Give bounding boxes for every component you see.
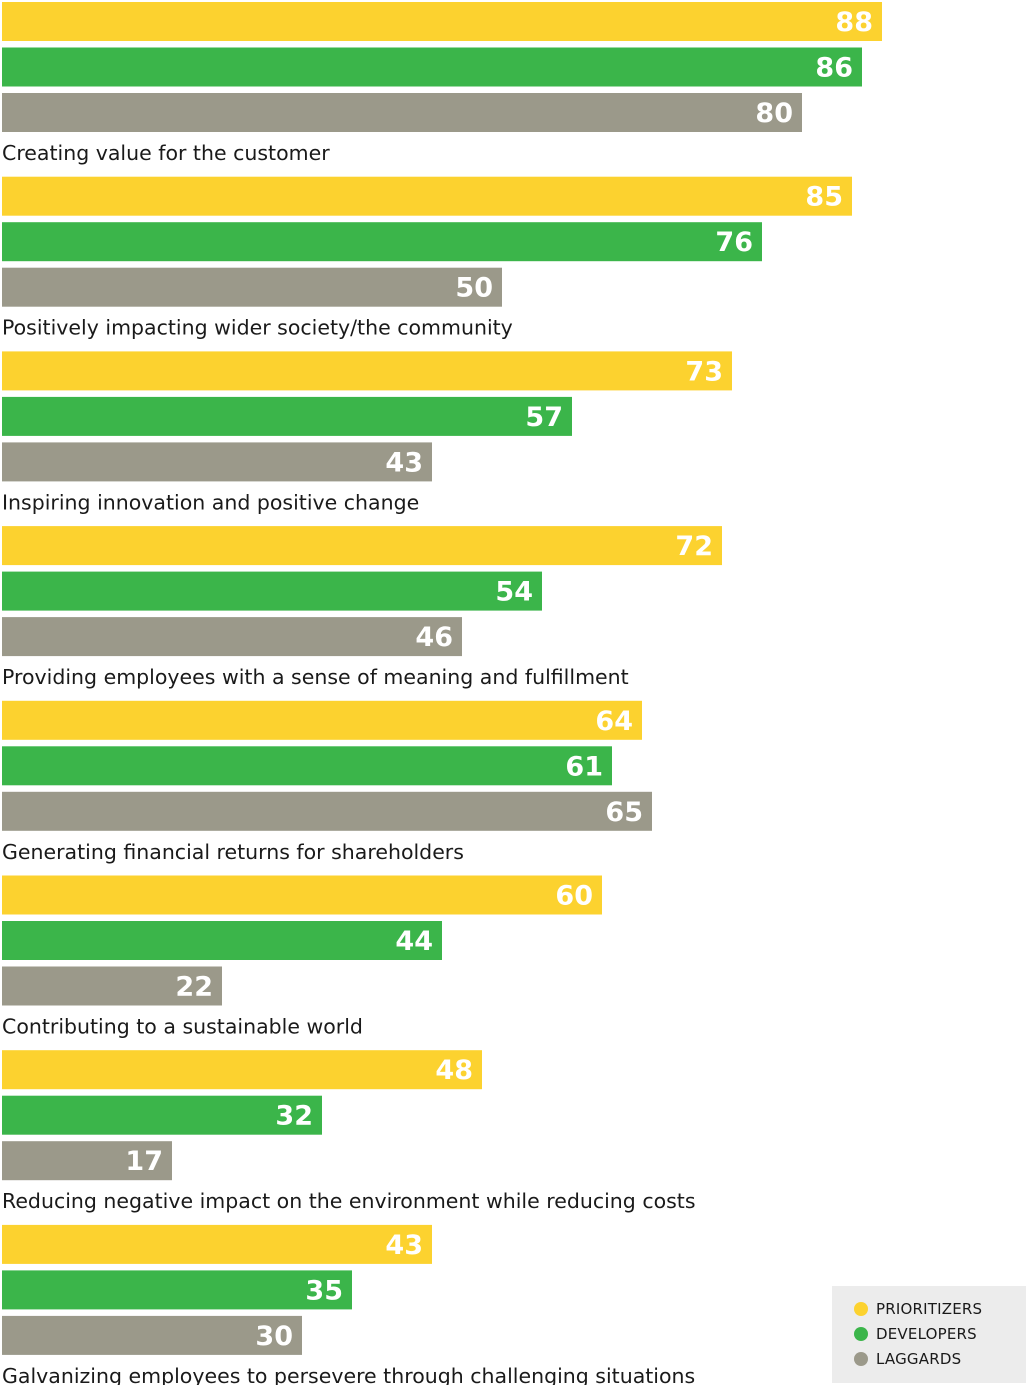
bar-value-laggards-2: 50 xyxy=(455,273,493,304)
legend-item-prioritizers: PRIORITIZERS xyxy=(854,1296,1026,1321)
bar-value-prioritizers-6: 60 xyxy=(555,881,593,912)
category-label-4: Providing employees with a sense of mean… xyxy=(2,665,629,689)
bar-value-developers-5: 61 xyxy=(565,751,603,782)
bar-value-laggards-8: 30 xyxy=(255,1321,293,1352)
bar-developers-4 xyxy=(2,571,542,611)
bar-prioritizers-6 xyxy=(2,875,602,915)
bar-group-positively-impacting-wider-society-the-community: 85 76 50 Positively impacting wider society… xyxy=(2,176,852,340)
bar-laggards-4 xyxy=(2,617,462,657)
bar-value-developers-7: 32 xyxy=(275,1101,313,1132)
legend-swatch-laggards xyxy=(854,1351,868,1366)
category-label-3: Inspiring innovation and positive change xyxy=(2,490,419,514)
bar-laggards-3 xyxy=(2,442,432,482)
bar-prioritizers-3 xyxy=(2,351,732,391)
bar-value-prioritizers-2: 85 xyxy=(805,182,843,213)
category-label-2: Positively impacting wider society/the c… xyxy=(2,316,513,340)
legend-label-laggards: LAGGARDS xyxy=(876,1349,962,1368)
legend-item-laggards: LAGGARDS xyxy=(854,1346,1026,1371)
bar-group-inspiring-innovation-and-positive-change: 73 57 43 Inspiring innovation and positive … xyxy=(2,351,732,514)
bar-prioritizers-2 xyxy=(2,176,852,216)
bar-developers-6 xyxy=(2,921,442,960)
bar-laggards-7 xyxy=(2,1141,172,1181)
bar-value-prioritizers-8: 43 xyxy=(385,1230,423,1261)
bar-value-laggards-6: 22 xyxy=(175,972,213,1003)
category-label-5: Generating financial returns for shareho… xyxy=(2,840,464,864)
legend-item-developers: DEVELOPERS xyxy=(854,1321,1026,1346)
bar-prioritizers-4 xyxy=(2,526,722,566)
bar-laggards-6 xyxy=(2,966,222,1006)
bar-value-developers-8: 35 xyxy=(305,1275,343,1306)
bar-developers-7 xyxy=(2,1095,322,1135)
legend-swatch-developers xyxy=(854,1326,868,1341)
bar-value-laggards-5: 65 xyxy=(605,797,643,828)
legend: PRIORITIZERS DEVELOPERS LAGGARDS xyxy=(832,1286,1026,1383)
bar-prioritizers-1 xyxy=(2,2,882,41)
bar-value-developers-4: 54 xyxy=(495,577,533,608)
legend-swatch-prioritizers xyxy=(854,1301,868,1316)
bar-group-galvanizing-employees-to-persevere-through-challenging-situations: 43 35 30 Galvanizing employees to persevere… xyxy=(2,1224,695,1385)
bar-value-laggards-3: 43 xyxy=(385,447,423,478)
bar-group-creating-value-for-the-customer: 88 86 80 Creating value for the customer xyxy=(2,2,882,165)
bar-group-reducing-negative-impact-on-the-environment-while-reducing-costs: 48 32 17 Reducing negative impact on the en… xyxy=(2,1050,696,1213)
legend-label-prioritizers: PRIORITIZERS xyxy=(876,1299,983,1318)
bar-developers-2 xyxy=(2,222,762,262)
category-label-8: Galvanizing employees to persevere throu… xyxy=(2,1364,695,1385)
bar-value-developers-1: 86 xyxy=(815,53,853,84)
bar-prioritizers-8 xyxy=(2,1224,432,1264)
bar-group-providing-employees-with-a-sense-of-meaning-and-fulfillment: 72 54 46 Providing employees with a sense o… xyxy=(2,526,722,689)
bar-developers-8 xyxy=(2,1270,352,1310)
bar-laggards-1 xyxy=(2,93,802,132)
bar-value-developers-2: 76 xyxy=(715,227,753,258)
bar-value-prioritizers-1: 88 xyxy=(835,7,873,38)
bar-prioritizers-5 xyxy=(2,700,642,740)
bar-value-prioritizers-4: 72 xyxy=(675,531,713,562)
bar-value-laggards-4: 46 xyxy=(415,622,453,653)
bar-laggards-2 xyxy=(2,267,502,307)
bar-value-developers-6: 44 xyxy=(395,926,433,957)
bar-developers-5 xyxy=(2,746,612,786)
legend-label-developers: DEVELOPERS xyxy=(876,1324,977,1343)
bar-developers-3 xyxy=(2,396,572,436)
bar-value-developers-3: 57 xyxy=(525,402,563,433)
bar-value-prioritizers-3: 73 xyxy=(685,356,723,387)
bar-value-laggards-1: 80 xyxy=(755,98,793,129)
bar-laggards-8 xyxy=(2,1315,302,1355)
category-label-1: Creating value for the customer xyxy=(2,141,330,165)
bar-group-contributing-to-a-sustainable-world: 60 44 22 Contributing to a sustainable worl… xyxy=(2,875,602,1039)
bar-value-laggards-7: 17 xyxy=(125,1146,163,1177)
category-label-6: Contributing to a sustainable world xyxy=(2,1015,363,1039)
bar-value-prioritizers-5: 64 xyxy=(595,706,633,737)
bar-value-prioritizers-7: 48 xyxy=(435,1055,473,1086)
bar-laggards-5 xyxy=(2,791,652,831)
bar-prioritizers-7 xyxy=(2,1050,482,1090)
bar-developers-1 xyxy=(2,47,862,87)
category-label-7: Reducing negative impact on the environm… xyxy=(2,1189,696,1213)
